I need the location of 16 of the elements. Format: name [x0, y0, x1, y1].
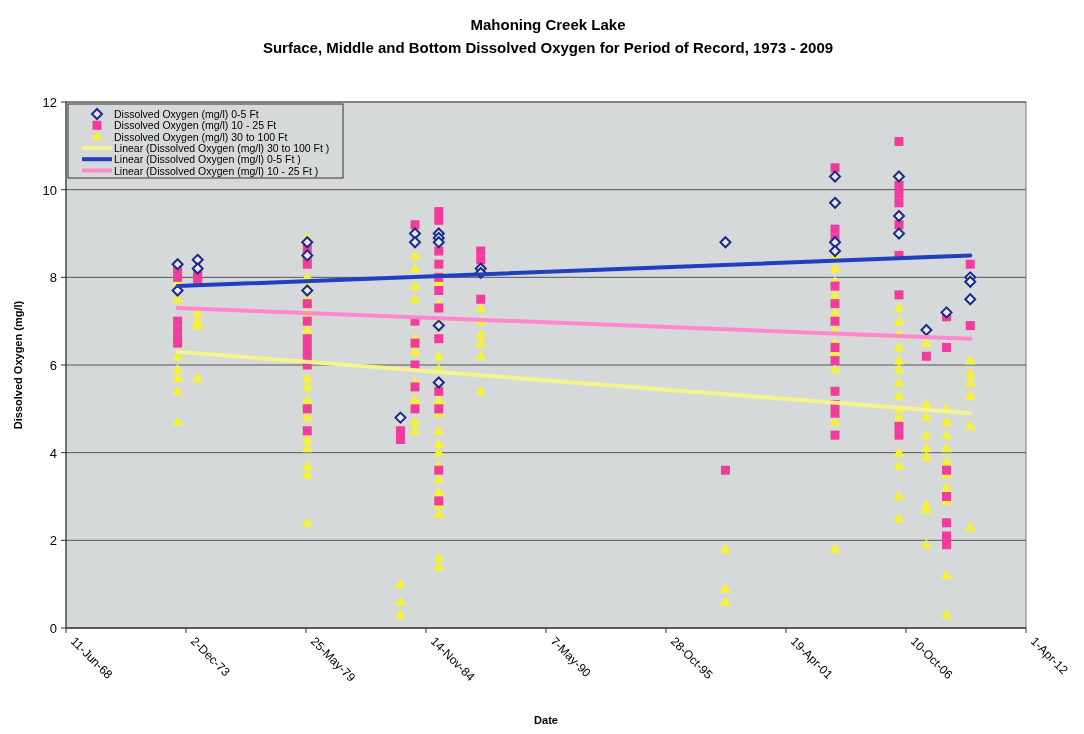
- legend-label: Linear (Dissolved Oxygen (mg/l) 0-5 Ft ): [114, 153, 301, 166]
- legend-label: Dissolved Oxygen (mg/l) 10 - 25 Ft: [114, 119, 277, 132]
- chart-subtitle: Surface, Middle and Bottom Dissolved Oxygen for Period of Record, 1973 - 2009: [262, 39, 834, 56]
- y-tick-label: 2: [49, 533, 57, 549]
- y-tick-label: 10: [42, 182, 57, 198]
- y-tick-label: 8: [49, 270, 57, 286]
- legend-label: Dissolved Oxygen (mg/l) 0-5 Ft: [114, 108, 259, 120]
- y-axis-title: Dissolved Oxygen (mg/l): [12, 300, 24, 430]
- y-tick-label: 12: [42, 95, 57, 110]
- x-axis-title: Date: [534, 714, 558, 726]
- y-tick-label: 0: [49, 621, 57, 636]
- legend-label: Dissolved Oxygen (mg/l) 30 to 100 Ft: [114, 130, 288, 143]
- y-tick-label: 4: [49, 445, 57, 461]
- chart-title: Mahoning Creek Lake: [470, 16, 626, 33]
- legend-label: Linear (Dissolved Oxygen (mg/l) 10 - 25 Ft ): [114, 164, 319, 177]
- y-tick-label: 6: [49, 358, 57, 373]
